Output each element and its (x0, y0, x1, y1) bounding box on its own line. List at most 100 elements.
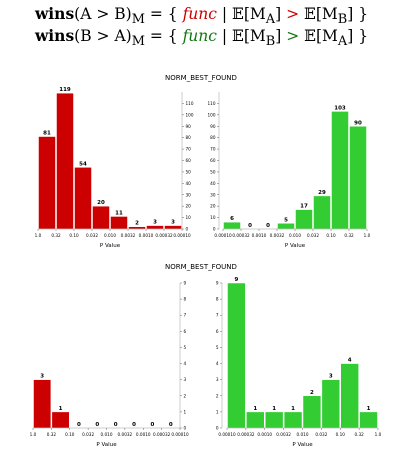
y-tick-label: 6 (184, 329, 187, 334)
y-tick-label: 5 (216, 345, 219, 350)
x-tick-label: 0.00032 (237, 432, 255, 437)
formula-left-close: ] (275, 5, 282, 23)
formula-right-expectation: 𝔼[M (304, 5, 338, 23)
bar-value-label: 81 (43, 131, 51, 137)
x-tick-label: 0.0032 (121, 233, 136, 238)
formula-equals-open: = { (144, 5, 183, 23)
bar-value-label: 0 (151, 422, 155, 428)
panel-red: 3 1 0 0 0 0 0 0 1.0 0.32 0.10 0.032 0.010 0.0032 0.001… (30, 281, 189, 449)
bar-value-label: 0 (266, 223, 270, 229)
y-tick-label: 90 (210, 124, 216, 129)
y-tick-label: 4 (184, 361, 187, 366)
bar-value-label: 0 (132, 422, 136, 428)
y-tick-label: 30 (186, 192, 192, 197)
y-tick-label: 80 (186, 135, 192, 140)
y-tick-label: 1 (184, 409, 187, 414)
bar (340, 363, 359, 429)
bar (283, 411, 303, 429)
bar (302, 395, 322, 429)
formula-wins-label: wins (34, 4, 75, 23)
y-tick-label: 100 (208, 112, 216, 117)
bar (164, 225, 182, 230)
y-tick-label: 6 (216, 329, 219, 334)
x-tick-label: 0.00032 (153, 432, 171, 437)
formula-operator: > (281, 5, 304, 23)
x-tick-label: 0.00032 (232, 233, 250, 238)
y-tick-label: 7 (216, 313, 219, 318)
bar-value-label: 9 (235, 277, 239, 283)
bar-value-label: 20 (97, 200, 105, 206)
y-tick-label: 2 (184, 393, 187, 398)
formula-left-expectation: 𝔼[M (232, 5, 266, 23)
x-axis-label: P Value (96, 442, 117, 448)
bar-value-label: 1 (59, 406, 63, 412)
y-tick-label: 0 (213, 227, 216, 232)
formula-left-close: ] (275, 27, 282, 45)
formula-comparison: (B > A) (74, 27, 132, 45)
x-tick-label: 1.0 (375, 432, 382, 437)
x-tick-label: 0.00010 (171, 432, 189, 437)
bar-value-label: 0 (114, 422, 118, 428)
y-tick-label: 10 (186, 215, 192, 220)
bar-value-label: 3 (153, 220, 157, 226)
bar-value-label: 119 (59, 87, 71, 93)
y-tick-label: 60 (210, 158, 216, 163)
x-tick-label: 0.10 (65, 432, 75, 437)
bar-value-label: 4 (348, 358, 352, 364)
bar (246, 411, 265, 429)
bar-value-label: 5 (284, 217, 288, 223)
bar-value-label: 6 (230, 216, 234, 222)
y-tick-label: 110 (208, 101, 216, 106)
y-tick-label: 110 (186, 101, 194, 106)
formula-func: func (182, 27, 217, 45)
formula-operator: > (281, 27, 305, 45)
x-axis-label: P Value (292, 442, 313, 448)
y-tick-label: 70 (186, 147, 192, 152)
x-tick-label: 0.0032 (118, 432, 133, 437)
x-tick-label: 0.10 (336, 432, 346, 437)
formula-comparison: (A > B) (74, 5, 132, 23)
bar (51, 411, 70, 429)
x-tick-label: 0.32 (47, 432, 57, 437)
y-tick-label: 100 (186, 112, 194, 117)
bar (295, 209, 313, 230)
x-tick-label: 0.10 (69, 233, 79, 238)
y-tick-label: 3 (184, 377, 187, 382)
bar (146, 225, 164, 230)
x-tick-label: 0.0010 (257, 432, 272, 437)
y-tick-label: 40 (186, 181, 192, 186)
bar (227, 282, 246, 429)
bar-value-label: 1 (253, 406, 257, 412)
x-tick-label: 0.010 (297, 432, 309, 437)
x-tick-label: 0.0032 (276, 432, 291, 437)
y-tick-label: 80 (210, 135, 216, 140)
y-tick-label: 3 (216, 377, 219, 382)
y-tick-label: 0 (184, 426, 187, 431)
formula-left-expectation: 𝔼[M (232, 27, 266, 45)
bar-value-label: 2 (310, 390, 314, 396)
formula-bar: | (216, 27, 233, 45)
formula-right-close: ] } (347, 5, 369, 23)
bar (92, 205, 110, 230)
x-tick-label: 0.32 (344, 233, 354, 238)
formula-left-subscript: B (265, 34, 276, 50)
chart-title: NORM_BEST_FOUND (165, 263, 237, 271)
bar (331, 111, 349, 230)
formula-equals-open: = { (144, 27, 183, 45)
formula-right-close: ] } (347, 27, 369, 45)
chart-1: NORM_BEST_FOUND 81 119 54 20 11 2 3 3 1.0 0.32 0.10… (35, 74, 371, 249)
y-tick-label: 20 (186, 204, 192, 209)
bar-value-label: 0 (95, 422, 99, 428)
x-tick-label: 0.0010 (136, 432, 151, 437)
bar (359, 411, 378, 429)
y-tick-label: 50 (210, 169, 216, 174)
y-tick-label: 30 (210, 192, 216, 197)
y-tick-label: 0 (186, 227, 189, 232)
formula-right-expectation: 𝔼[M (304, 27, 338, 45)
x-tick-label: 1.0 (35, 233, 42, 238)
x-tick-label: 0.32 (354, 432, 364, 437)
x-tick-label: 1.0 (30, 432, 37, 437)
bar-value-label: 3 (329, 374, 333, 380)
